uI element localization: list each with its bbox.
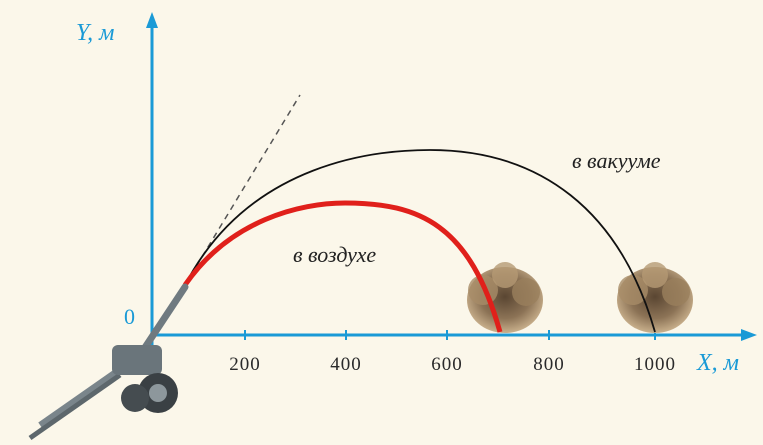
- explosion: [617, 262, 693, 333]
- y-arrow: [146, 12, 158, 28]
- x-axis-label: X, м: [696, 350, 739, 376]
- x-tick-label: 400: [330, 354, 362, 375]
- air-trajectory: [182, 200, 503, 333]
- cannon: [28, 283, 189, 441]
- vacuum-trajectory: [184, 149, 656, 333]
- x-tick-label: 200: [229, 354, 261, 375]
- y-axis-label: Y, м: [76, 20, 114, 46]
- origin-label: 0: [124, 304, 136, 329]
- x-arrow: [741, 329, 757, 341]
- x-tick-label: 600: [431, 354, 463, 375]
- x-tick-label: 1000: [634, 354, 676, 375]
- explosion: [467, 262, 543, 333]
- x-tick-label: 800: [533, 354, 565, 375]
- air-label: в воздухе: [293, 242, 376, 267]
- vacuum-label: в вакууме: [572, 148, 661, 173]
